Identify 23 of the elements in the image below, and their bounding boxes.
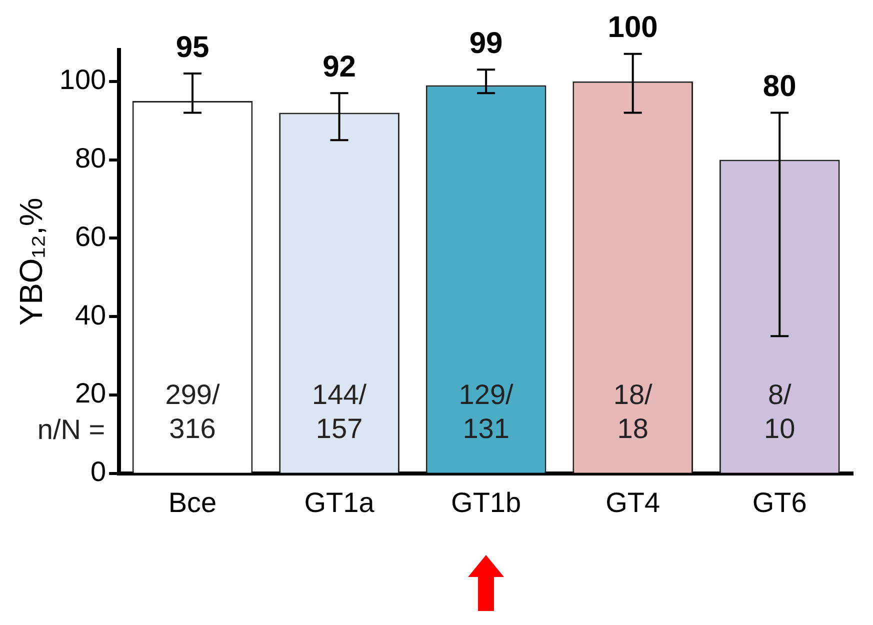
- annotation: 18/ 18: [613, 379, 653, 444]
- data-label: 92: [322, 50, 356, 84]
- y-tick-label: 0: [90, 456, 106, 488]
- y-tick-label: 60: [74, 220, 106, 252]
- y-axis-title: YBO₁₂,%: [13, 198, 50, 326]
- data-label: 95: [176, 30, 210, 64]
- annotation: 129/ 131: [458, 379, 514, 444]
- annotation: 299/ 316: [165, 379, 220, 444]
- data-label: 100: [608, 11, 658, 44]
- x-tick-label: GT4: [606, 486, 660, 518]
- text: n/N =: [37, 414, 106, 446]
- x-tick-label: Bce: [168, 486, 217, 518]
- data-label: 80: [762, 70, 796, 103]
- annotation: 8/ 10: [764, 379, 796, 444]
- annotation: 144/ 157: [312, 379, 367, 444]
- y-tick-label: 20: [74, 378, 106, 409]
- y-tick-label: 100: [59, 64, 106, 96]
- x-tick-label: GT6: [752, 486, 807, 518]
- y-tick-label: 40: [74, 299, 106, 330]
- x-tick-label: GT1a: [304, 486, 375, 518]
- y-tick-label: 80: [74, 142, 106, 174]
- x-tick-label: GT1b: [451, 486, 522, 518]
- data-label: 99: [469, 26, 503, 60]
